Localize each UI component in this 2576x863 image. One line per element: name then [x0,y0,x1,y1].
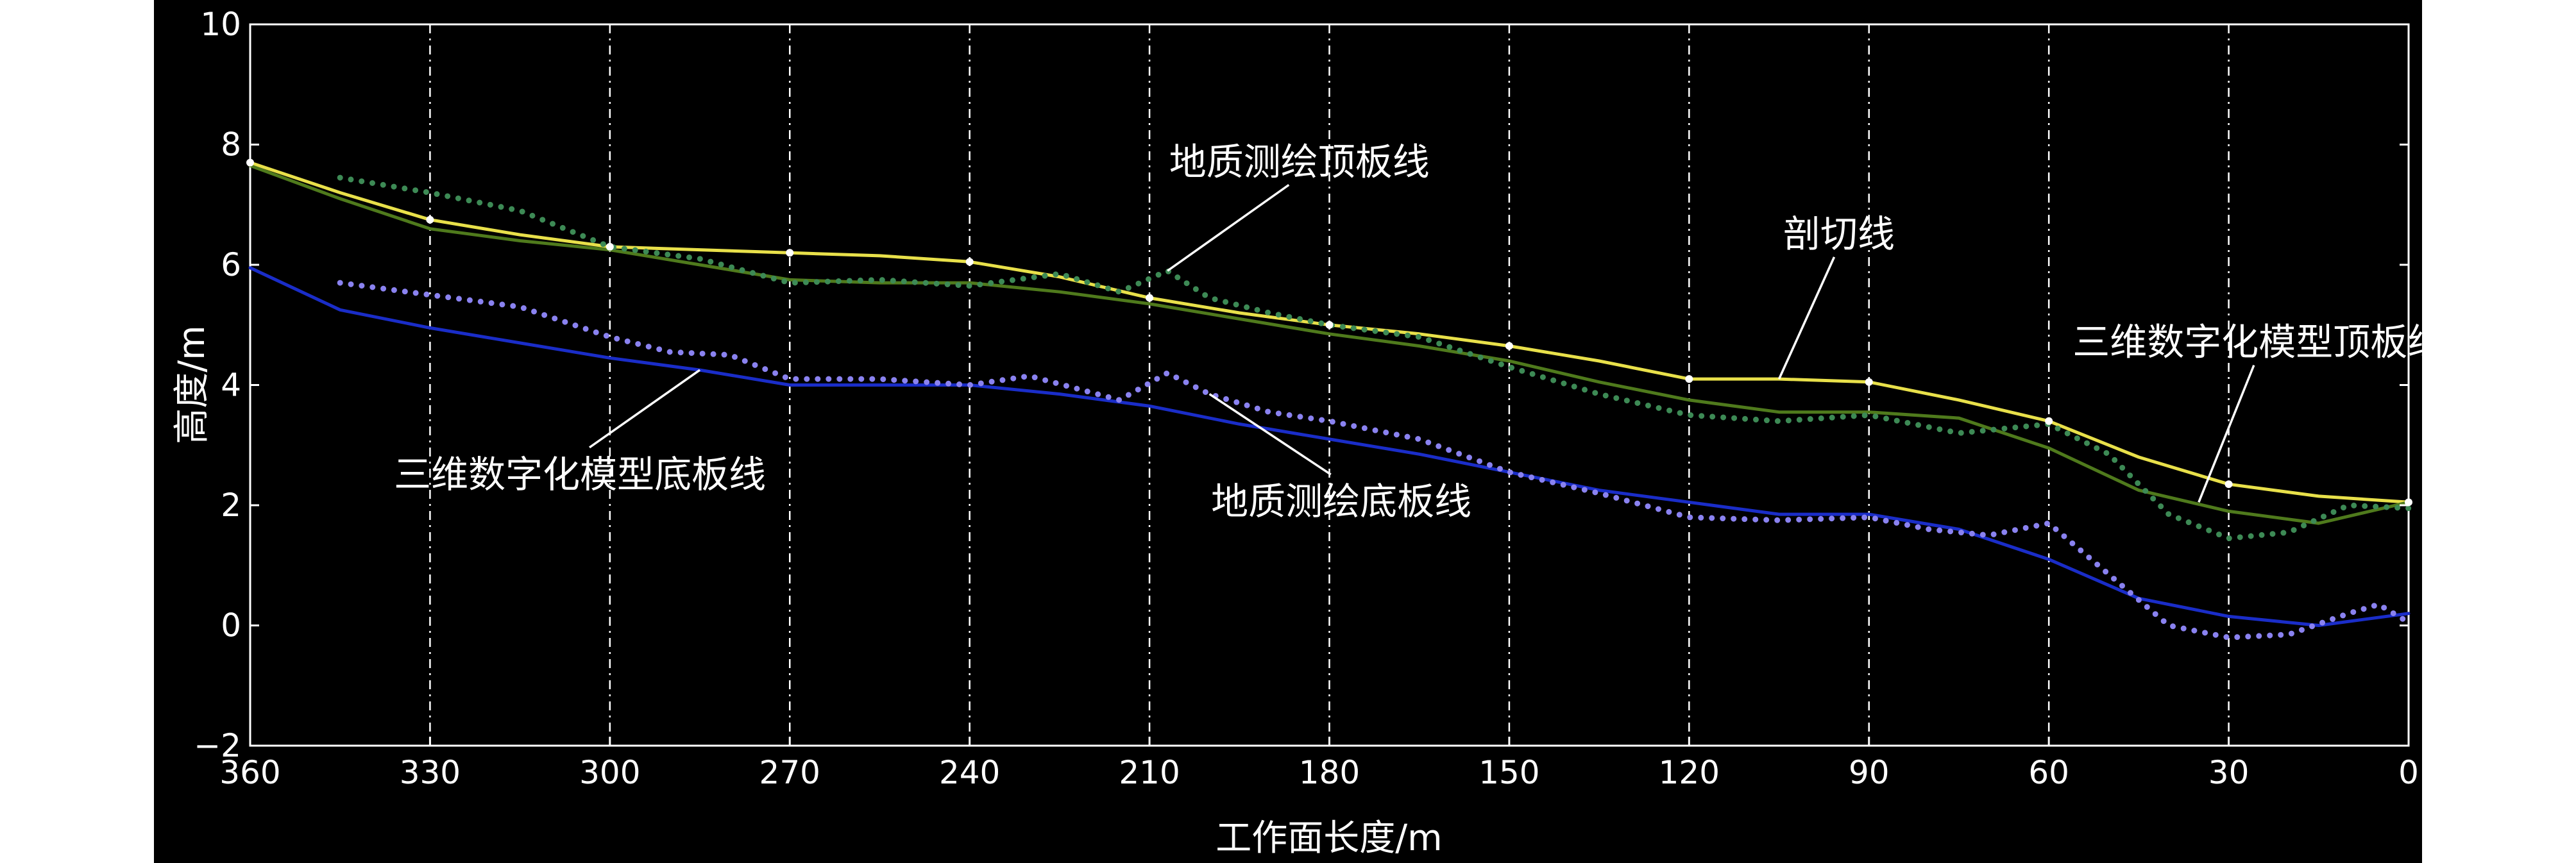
x-tick-label-4: 240 [939,754,1000,791]
x-tick-label-1: 330 [400,754,461,791]
y-tick-label-3: 4 [221,367,241,404]
x-tick-label-11: 30 [2208,754,2250,791]
section-marker-8 [1685,375,1693,383]
annotation-leader-1 [1777,256,1836,380]
section-marker-5 [1146,294,1154,302]
y-axis-ticks: −2 0 2 4 6 8 10 [194,6,2409,764]
section-marker-11 [2224,480,2233,489]
x-tick-label-10: 60 [2028,754,2069,791]
x-tick-label-9: 90 [1849,754,1890,791]
x-axis-title: 工作面长度/m [1216,817,1442,859]
section-marker-3 [786,249,794,257]
section-marker-1 [426,215,434,224]
x-tick-label-0: 360 [219,754,280,791]
series-line-4 [337,280,2412,641]
annotation-leader-2 [2198,364,2255,503]
x-tick-label-2: 300 [579,754,640,791]
section-marker-10 [2045,417,2053,425]
annotation-leader-4 [1208,393,1332,476]
x-tick-label-7: 150 [1479,754,1539,791]
y-tick-label-2: 2 [221,487,241,524]
section-marker-9 [1865,378,1873,386]
x-tick-label-3: 270 [759,754,820,791]
annotation-label-2: 三维数字化模型顶板线 [2072,321,2445,364]
grid-lines [429,24,2230,746]
section-marker-0 [246,158,254,167]
y-tick-label-0: −2 [194,727,241,764]
series-line-3 [248,266,2411,627]
section-line-markers [246,158,2412,507]
section-marker-6 [1325,321,1334,329]
x-tick-label-5: 210 [1119,754,1180,791]
x-tick-label-12: 0 [2398,754,2419,791]
annotation-leader-3 [589,369,701,449]
x-tick-label-8: 120 [1659,754,1720,791]
y-tick-label-6: 10 [200,6,241,43]
annotation-leader-0 [1167,183,1290,272]
section-marker-4 [965,258,974,266]
y-axis-title: 高度/m [171,325,213,444]
y-tick-label-1: 0 [221,607,241,644]
section-marker-12 [2405,498,2412,507]
y-tick-label-4: 6 [221,246,241,283]
annotation-label-4: 地质测绘底板线 [1211,480,1471,523]
section-marker-2 [606,242,614,251]
series-line-2 [337,174,2412,542]
annotation-label-1: 剖切线 [1783,212,1895,256]
annotation-label-3: 三维数字化模型底板线 [394,453,766,496]
x-axis-ticks: 360 330 300 270 240 210 180 150 120 90 60 30 0 [219,737,2419,791]
annotation-label-0: 地质测绘顶板线 [1169,140,1430,183]
y-tick-label-5: 8 [221,126,241,163]
section-marker-7 [1505,342,1513,350]
x-tick-label-6: 180 [1299,754,1360,791]
